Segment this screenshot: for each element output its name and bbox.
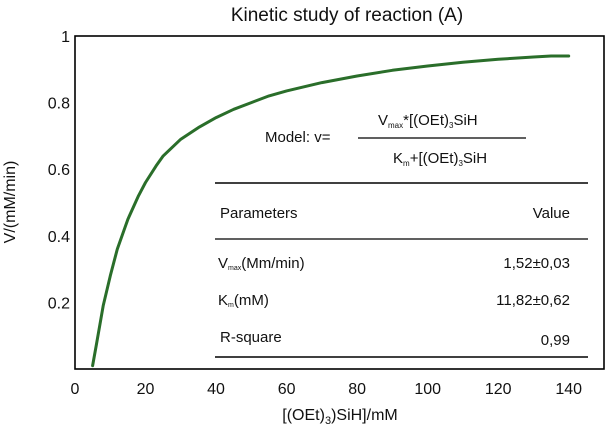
x-tick-labels: 0 20 40 60 80 100 120 140 [71,381,583,398]
parameters-table: Parameters Value Vmax(Mm/min) 1,52±0,03 … [215,182,588,358]
table-header-value: Value [533,205,570,222]
y-tick-label: 0.8 [48,96,70,113]
x-tick-label: 20 [137,381,155,398]
y-axis-label: V/(mM/min) [2,161,19,244]
equation-denominator: Km+[(OEt)3SiH [393,150,487,168]
x-tick-label: 80 [348,381,366,398]
x-tick-label: 120 [485,381,512,398]
chart-title: Kinetic study of reaction (A) [231,5,463,26]
table-row-km-value: 11,82±0,62 [496,292,570,309]
x-tick-label: 40 [207,381,225,398]
x-tick-label: 0 [71,381,80,398]
table-row-rsquare-param: R-square [220,329,282,346]
y-tick-label: 0.2 [48,295,70,312]
x-tick-label: 60 [278,381,296,398]
table-header-parameters: Parameters [220,205,298,222]
equation-numerator: Vmax*[(OEt)3SiH [378,112,478,130]
y-tick-label: 0.4 [48,229,70,246]
table-row-vmax-param: Vmax(Mm/min) [218,255,305,272]
x-tick-label: 100 [414,381,441,398]
table-row-vmax-value: 1,52±0,03 [503,255,570,272]
x-tick-label: 140 [555,381,582,398]
y-tick-label: 1 [61,29,70,46]
model-prefix: Model: v= [265,129,331,146]
y-tick-label: 0.6 [48,162,70,179]
plot-frame [74,35,605,370]
model-equation: Model: v= Vmax*[(OEt)3SiH Km+[(OEt)3SiH [265,112,526,168]
table-row-rsquare-value: 0,99 [541,332,570,349]
y-tick-labels: 0.2 0.4 0.6 0.8 1 [48,29,70,312]
table-row-km-param: Km(mM) [218,292,269,309]
x-axis-label: [(OEt)3)SiH]/mM [282,407,397,427]
fit-curve [91,54,571,368]
